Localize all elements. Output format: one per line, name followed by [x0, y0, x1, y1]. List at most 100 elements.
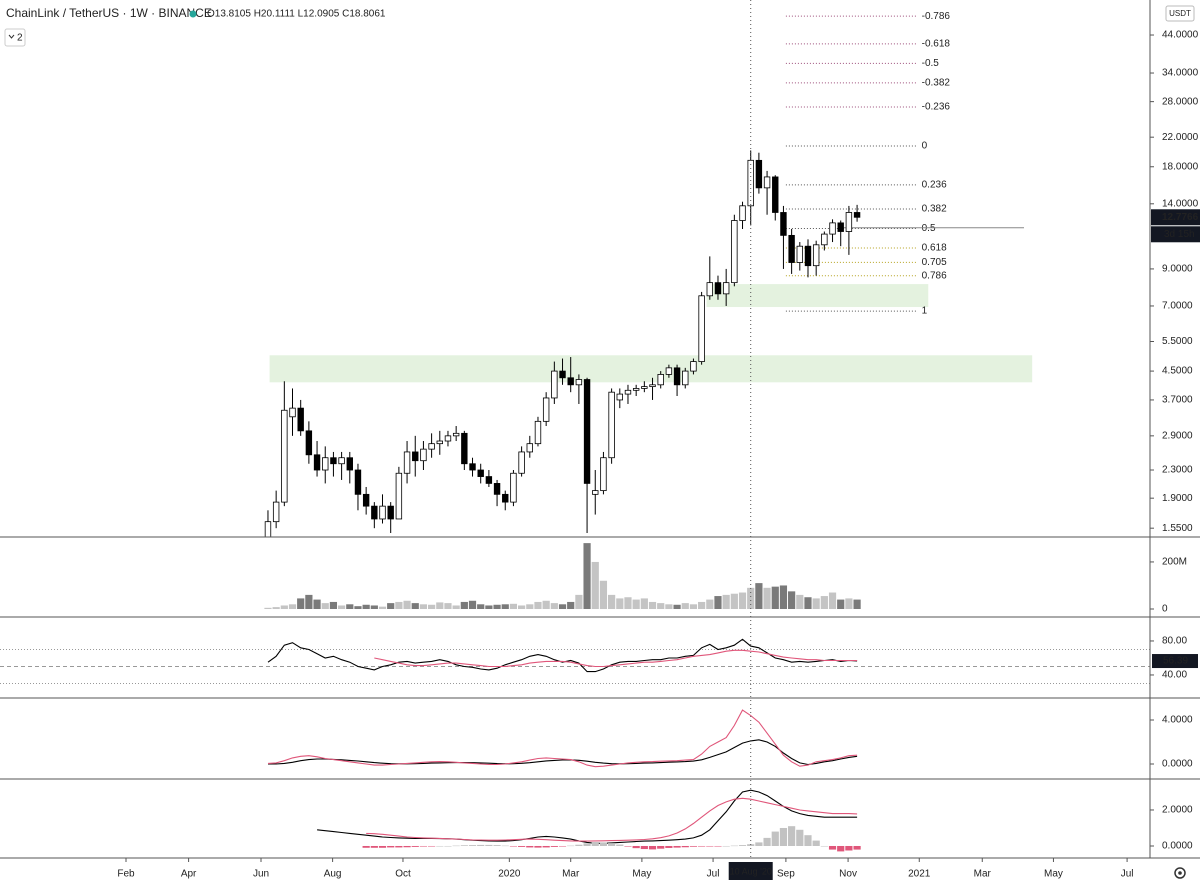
histogram-bar [575, 844, 583, 846]
candle-body [853, 212, 861, 218]
settings-icon[interactable] [1174, 867, 1186, 879]
volume-bar [403, 600, 411, 609]
candle-body [780, 212, 787, 236]
indicator-toggle[interactable] [4, 28, 26, 47]
volume-bar [681, 603, 689, 609]
volume-bar [362, 604, 370, 609]
candle-body [526, 443, 533, 453]
histogram-bar [362, 845, 370, 848]
histogram-bar [419, 845, 428, 847]
panel: -0.786 -0.618 -0.5 -0.382 -0.236 0 0.236 0.382 0… [264, 11, 1033, 537]
candle-body [641, 386, 648, 389]
histogram-bar [624, 845, 632, 847]
histogram-bar [640, 845, 648, 850]
symbol-title[interactable]: ChainLink / TetherUS · 1W · BINANCE [6, 6, 212, 20]
volume-bar [313, 599, 321, 609]
candle-body [518, 451, 525, 474]
candle-body [600, 457, 607, 492]
volume-bar [444, 603, 452, 609]
fib-label: -0.236 [922, 102, 951, 113]
candle-body [788, 234, 795, 263]
volume-bar [280, 605, 288, 609]
y-tick-label: 200M [1162, 557, 1187, 568]
candle-body [354, 469, 362, 495]
x-tick-label: Jul [1121, 869, 1134, 880]
histogram-bar [378, 845, 387, 848]
indicator-line [317, 789, 858, 844]
candle-body [502, 493, 509, 503]
volume-bar [272, 607, 280, 609]
candle-body [567, 377, 574, 386]
y-tick-label: 80.00 [1162, 636, 1187, 647]
volume-bar [591, 561, 599, 609]
volume-bar [534, 601, 542, 609]
histogram-bar [648, 845, 657, 850]
volume-bar [714, 596, 722, 609]
panels: -0.786 -0.618 -0.5 -0.382 -0.236 0 0.236 0.382 0… [0, 11, 1150, 852]
histogram-bar [411, 845, 419, 847]
ohlc-readout: O13.8105 H20.1111 L12.0905 C18.8061 [207, 9, 386, 20]
volume-bar [411, 603, 419, 609]
x-tick-label: 2020 [498, 869, 521, 880]
volume-bar [624, 597, 632, 609]
candle-body [395, 472, 403, 520]
x-tick-label: Mar [562, 869, 580, 880]
histogram-bar [583, 843, 591, 846]
x-tick-label: May [632, 869, 651, 880]
candle-body [714, 282, 722, 295]
histogram-bar [812, 840, 820, 846]
histogram-bar [591, 842, 599, 846]
volume-bar [264, 607, 272, 609]
histogram-bar [657, 845, 665, 849]
candle-body [837, 222, 844, 232]
candle-body [461, 432, 468, 465]
volume-bar [526, 604, 534, 609]
volume-bar [550, 603, 558, 609]
histogram-bar [796, 829, 804, 846]
histogram-bar [706, 845, 714, 847]
countdown-tag [1151, 226, 1200, 243]
volume-bar [722, 594, 730, 609]
currency-button[interactable] [1165, 5, 1195, 22]
candle-body [551, 370, 558, 399]
fib-label: -0.382 [922, 77, 951, 88]
volume-bar [706, 599, 714, 609]
candle-body [542, 397, 550, 422]
indicator-line [268, 739, 858, 766]
volume-bar [419, 604, 428, 609]
volume-bar [657, 603, 665, 609]
volume-bar [558, 604, 567, 609]
volume-bar [632, 599, 640, 609]
histogram-bar [460, 845, 468, 846]
histogram-bar [837, 845, 845, 852]
candle-body [624, 389, 632, 395]
fib-label: 0.786 [922, 270, 947, 281]
histogram-bar [804, 835, 812, 846]
candle-body [403, 451, 411, 474]
countdown-label: 3d 15h [1164, 229, 1195, 240]
histogram-bar [689, 845, 698, 847]
candle-body [845, 212, 853, 232]
indicator-line [374, 649, 858, 668]
volume-bar [288, 604, 297, 609]
volume-bar [599, 580, 608, 609]
candle-body [731, 220, 738, 284]
volume-bar [755, 583, 763, 609]
histogram-bar [534, 845, 542, 848]
candle-body [706, 282, 714, 297]
histogram-bar [567, 845, 575, 847]
histogram-bar [468, 845, 477, 846]
y-tick-label: 34.0000 [1162, 68, 1199, 79]
histogram-bar [698, 845, 706, 847]
y-tick-label: 1.5500 [1162, 523, 1193, 534]
candle-body [796, 245, 804, 263]
histogram-bar [452, 845, 460, 847]
indicator-line [267, 638, 858, 673]
gear [1174, 867, 1186, 879]
candle-body [673, 367, 681, 386]
y-tick-label: 44.0000 [1162, 30, 1199, 41]
histogram-bar [616, 844, 624, 846]
volume-bar [608, 594, 616, 609]
y-tick-label: 18.0000 [1162, 161, 1199, 172]
fib-label: -0.618 [922, 39, 951, 50]
